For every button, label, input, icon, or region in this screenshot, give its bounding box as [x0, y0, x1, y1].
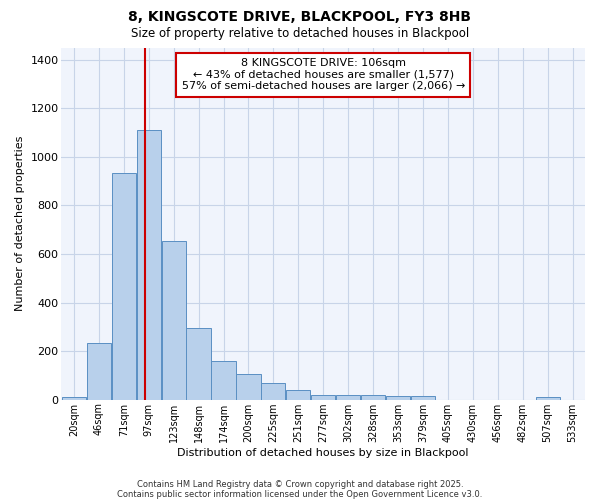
- Bar: [62, 397, 86, 400]
- Bar: [137, 130, 161, 400]
- Bar: [261, 382, 286, 400]
- Text: Size of property relative to detached houses in Blackpool: Size of property relative to detached ho…: [131, 28, 469, 40]
- Bar: [311, 395, 335, 400]
- Text: 8 KINGSCOTE DRIVE: 106sqm
← 43% of detached houses are smaller (1,577)
57% of se: 8 KINGSCOTE DRIVE: 106sqm ← 43% of detac…: [182, 58, 465, 92]
- Bar: [112, 172, 136, 400]
- Y-axis label: Number of detached properties: Number of detached properties: [15, 136, 25, 312]
- Bar: [187, 328, 211, 400]
- X-axis label: Distribution of detached houses by size in Blackpool: Distribution of detached houses by size …: [178, 448, 469, 458]
- Bar: [211, 361, 236, 400]
- Bar: [236, 374, 260, 400]
- Text: Contains HM Land Registry data © Crown copyright and database right 2025.: Contains HM Land Registry data © Crown c…: [137, 480, 463, 489]
- Text: Contains public sector information licensed under the Open Government Licence v3: Contains public sector information licen…: [118, 490, 482, 499]
- Bar: [386, 396, 410, 400]
- Bar: [161, 240, 186, 400]
- Bar: [411, 396, 435, 400]
- Text: 8, KINGSCOTE DRIVE, BLACKPOOL, FY3 8HB: 8, KINGSCOTE DRIVE, BLACKPOOL, FY3 8HB: [128, 10, 472, 24]
- Bar: [286, 390, 310, 400]
- Bar: [536, 397, 560, 400]
- Bar: [336, 395, 360, 400]
- Bar: [361, 395, 385, 400]
- Bar: [87, 342, 111, 400]
